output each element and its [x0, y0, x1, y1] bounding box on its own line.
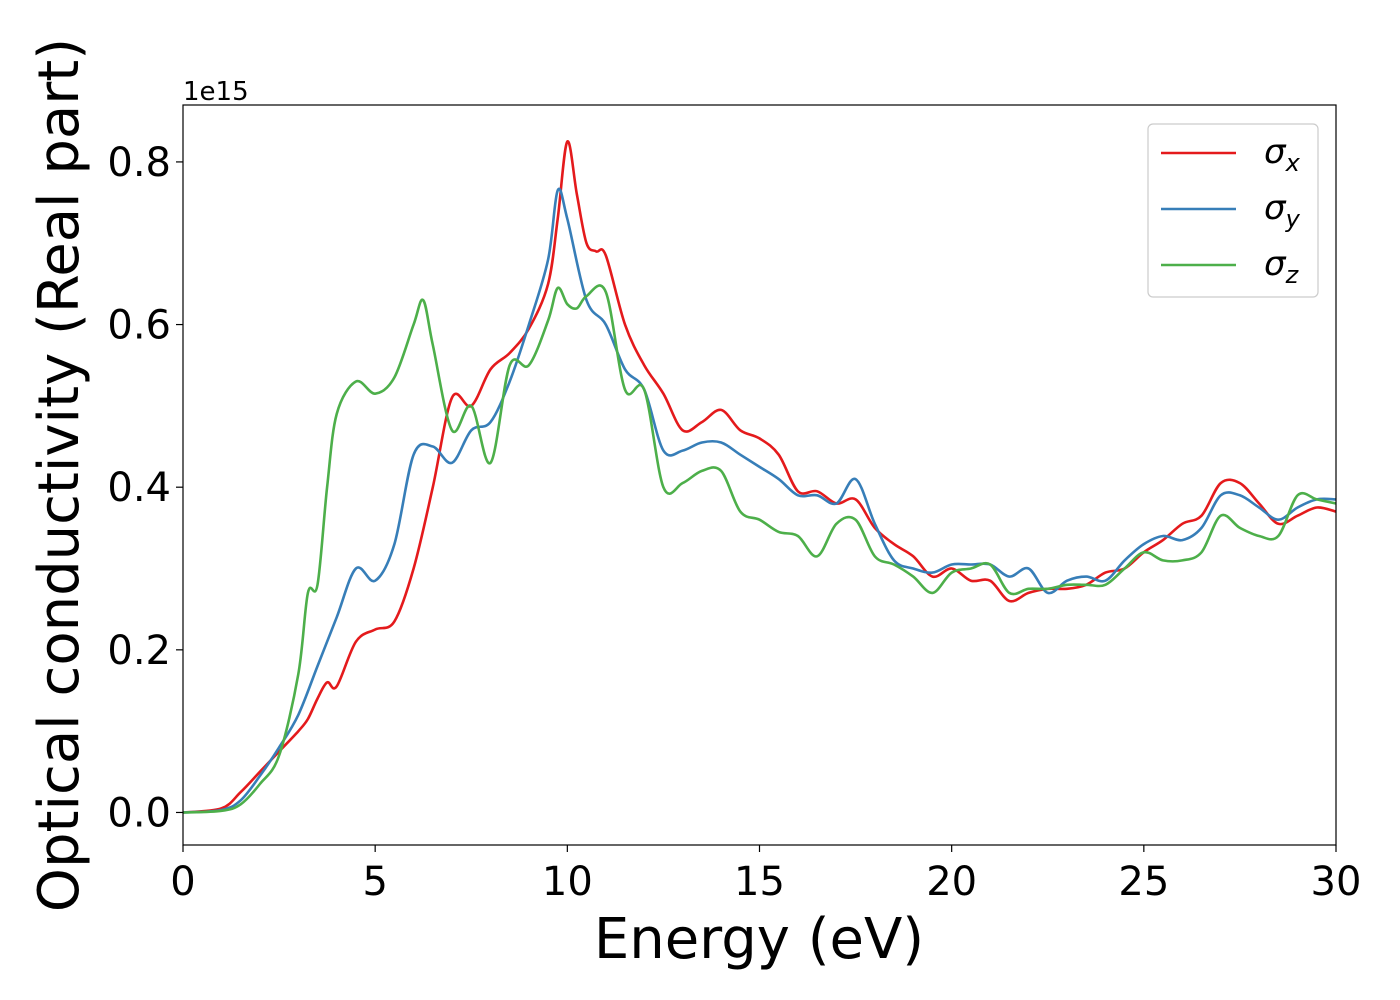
- x-tick-label: 0: [170, 859, 195, 905]
- legend-label-z: σz: [1264, 244, 1300, 289]
- x-tick-label: 20: [926, 859, 977, 905]
- x-tick-label: 25: [1118, 859, 1169, 905]
- y-axis: 0.0 0.2 0.4 0.6 0.8: [107, 140, 183, 836]
- series-line-z: [182, 284, 1337, 814]
- x-tick-label: 15: [734, 859, 785, 905]
- y-tick-label: 0.6: [107, 303, 171, 349]
- legend-label-y: σy: [1264, 188, 1301, 233]
- x-tick-label: 10: [542, 859, 593, 905]
- series-line-y: [182, 187, 1337, 814]
- series-lines: [182, 140, 1337, 814]
- legend: σx σy σz: [1147, 123, 1319, 298]
- legend-label-x: σx: [1264, 132, 1301, 177]
- plot-area: [183, 105, 1336, 845]
- x-axis-label: Energy (eV): [594, 907, 924, 972]
- y-axis-label: Optical conductivity (Real part): [27, 38, 92, 912]
- y-tick-label: 0.8: [107, 140, 171, 186]
- x-tick-label: 5: [362, 859, 387, 905]
- y-offset-label: 1e15: [183, 77, 249, 107]
- y-tick-label: 0.4: [107, 465, 171, 511]
- y-tick-label: 0.0: [107, 790, 171, 836]
- x-tick-label: 30: [1311, 859, 1362, 905]
- x-axis: 0 5 10 15 20 25 30: [170, 845, 1361, 905]
- legend-box: [1147, 123, 1319, 298]
- y-tick-label: 0.2: [107, 628, 171, 674]
